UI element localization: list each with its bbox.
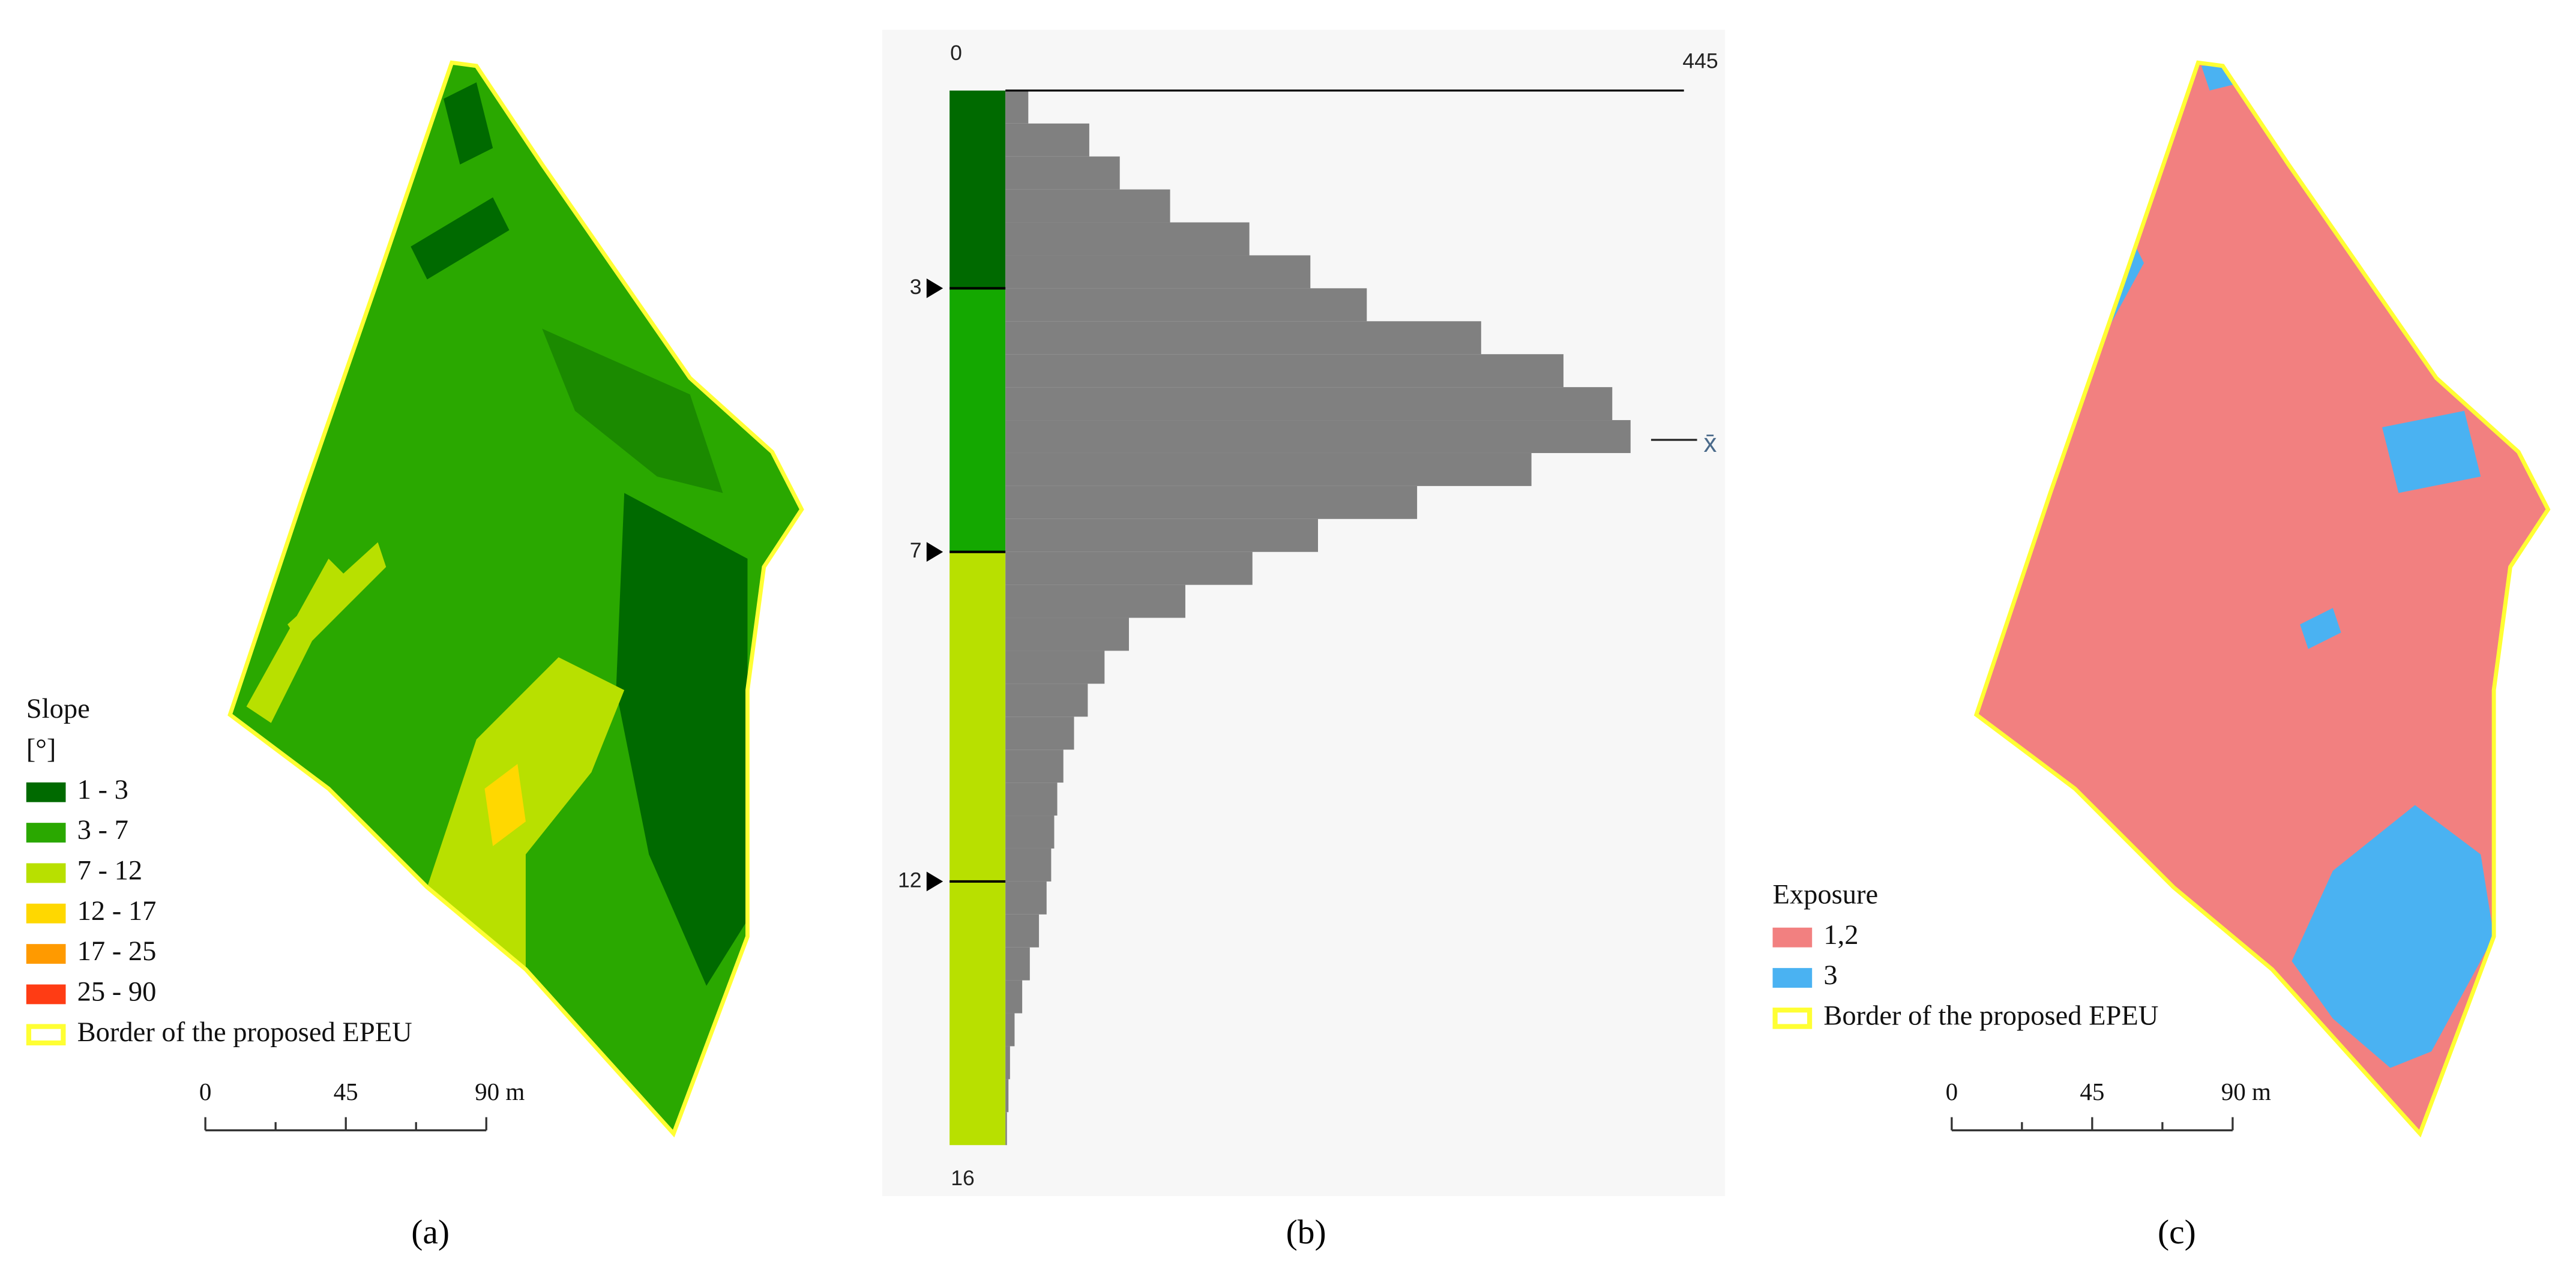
class-band [949,288,1006,552]
bar [1005,189,1170,223]
bar [1005,750,1064,783]
y-tick-label: 7 [910,538,922,562]
bar [1005,1079,1009,1113]
map-patch [287,542,387,649]
panel-label: (a) [411,1213,450,1251]
scale-label: 0 [1946,1078,1958,1105]
legend-swatch [26,944,66,964]
class-band [949,551,1006,1146]
bar [1005,881,1047,915]
bar [1005,947,1030,981]
exposure-map [1973,60,2551,1138]
bar [1005,914,1040,948]
bar [1005,387,1613,421]
map-patch [542,328,723,493]
bar [1005,1013,1015,1047]
tick-marker [926,871,943,892]
scale-label: 45 [334,1078,358,1105]
legend-swatch [1772,927,1813,948]
legend-swatch [26,863,66,883]
bar [1005,617,1129,651]
bar [1005,354,1563,388]
panel-label: (c) [2158,1213,2196,1251]
bar [1005,518,1318,552]
legend-label: 3 [1823,960,1837,991]
bar [1005,1112,1007,1146]
map-patch [2292,805,2494,1068]
bar [1005,651,1105,684]
legend-label: 1,2 [1823,920,1858,951]
legend-unit: [°] [26,735,56,765]
bar [1005,980,1023,1014]
legend-label: 7 - 12 [77,856,143,886]
y-tick-label: 16 [951,1166,975,1190]
map-patch [427,657,625,970]
scale-label: 90 m [2221,1078,2271,1105]
bar [1005,816,1055,849]
map-patch [411,197,510,280]
bar [1005,485,1418,519]
x-tick-label: 445 [1682,49,1718,73]
y-tick-label: 3 [910,275,922,299]
tick-marker [926,542,943,562]
legend-swatch [26,823,66,843]
bar [1005,848,1052,882]
legend-label: 25 - 90 [77,977,157,1008]
bar [1005,420,1631,453]
scale-label: 90 m [475,1078,525,1105]
map-patch [616,493,748,986]
legend-label: 3 - 7 [77,815,128,846]
legend-swatch [26,984,66,1005]
panel-label: (b) [1286,1213,1326,1251]
bar [1005,222,1250,256]
y-tick-label: 0 [950,41,962,65]
bar [1005,90,1029,124]
bar [1005,684,1088,717]
y-tick-label: 12 [898,868,922,892]
bar [1005,452,1532,486]
legend-title: Exposure [1772,880,1878,910]
bar [1005,783,1058,816]
map-border [1973,60,2551,1138]
scale-label: 0 [199,1078,212,1105]
class-band [949,90,1006,289]
bar [1005,1046,1010,1080]
legend-swatch [1772,968,1813,988]
scale-label: 45 [2080,1078,2104,1105]
legend-label: 1 - 3 [77,775,128,805]
legend-swatch [26,782,66,802]
bar [1005,123,1089,157]
map-patch [444,82,493,165]
mean-label: x̄ [1704,428,1717,458]
legend-swatch [26,1024,66,1046]
bar [1005,255,1311,289]
legend-swatch [26,903,66,924]
legend-label: 12 - 17 [77,896,157,927]
slope-map [227,60,804,1138]
legend-label: Border of the proposed EPEU [1823,1001,2158,1032]
bar [1005,321,1481,355]
bar [1005,584,1185,618]
map-patch [2382,410,2481,493]
legend-title: Slope [26,694,90,724]
bar [1005,288,1367,322]
legend-swatch [1772,1008,1813,1029]
bar [1005,717,1074,750]
map-fill [1976,62,2548,1134]
map-patch [2300,608,2341,649]
legend-label: 17 - 25 [77,936,157,967]
bar [1005,551,1253,585]
map-patch [484,764,526,847]
bar [1005,156,1120,190]
tick-marker [926,278,943,298]
map-border [227,60,804,1138]
legend-label: Border of the proposed EPEU [77,1017,412,1048]
